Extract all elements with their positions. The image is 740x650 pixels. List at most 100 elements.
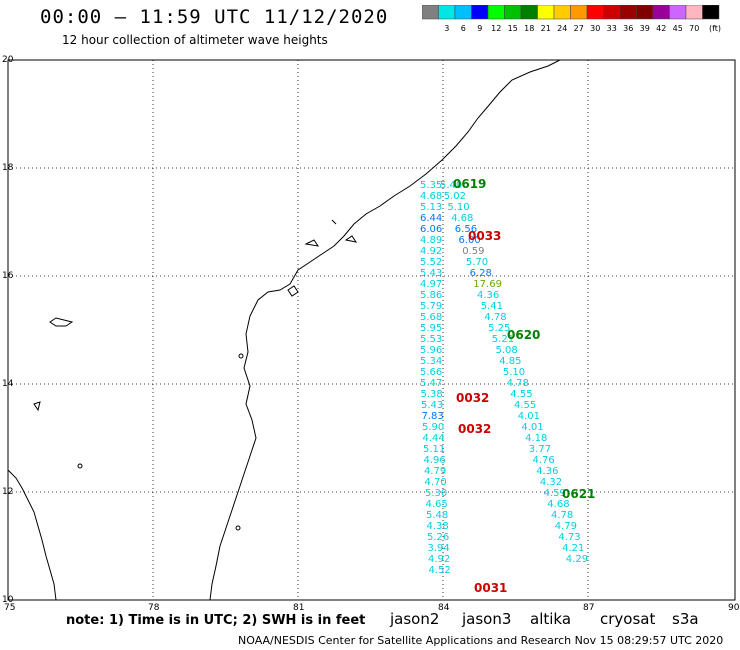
wave-height-value: 4.21: [562, 543, 584, 554]
wave-height-value: 5.70: [466, 257, 488, 268]
scale-tick-label: 6: [461, 24, 466, 33]
wave-height-value: 4.01: [521, 422, 543, 433]
scale-swatch: [702, 5, 720, 20]
scale-swatch: [504, 5, 522, 20]
wave-height-value: 4.78: [507, 378, 529, 389]
wave-height-value: 5.02: [444, 191, 466, 202]
pass-time-label: 0033: [468, 229, 501, 243]
satellite-jason3: jason3: [462, 610, 512, 628]
wave-height-value: 4.01: [518, 411, 540, 422]
wave-height-value: 5.79: [420, 301, 442, 312]
scale-swatch: [603, 5, 621, 20]
lat-label: 18: [2, 163, 14, 173]
wave-height-value: 4.78: [484, 312, 506, 323]
wave-height-value: 4.78: [551, 510, 573, 521]
island: [77, 463, 83, 469]
scale-tick-label: 36: [623, 24, 633, 33]
wave-height-value: 6.06: [420, 224, 442, 235]
lon-label: 81: [293, 603, 304, 613]
island: [235, 525, 241, 531]
wave-height-value: 0.59: [462, 246, 484, 257]
wave-height-value: 4.70: [425, 477, 447, 488]
lat-label: 16: [2, 271, 14, 281]
scale-swatch: [487, 5, 505, 20]
scale-tick-label: 33: [607, 24, 617, 33]
scale-swatch: [636, 5, 654, 20]
island: [49, 317, 74, 327]
wave-height-value: 4.96: [424, 455, 446, 466]
coastline: [209, 59, 561, 601]
wave-height-value: 5.21: [492, 334, 514, 345]
wave-height-value: 5.38: [421, 389, 443, 400]
wave-height-value: 5.35: [420, 180, 442, 191]
lat-label: 12: [2, 487, 13, 497]
wave-height-value: 5.26: [427, 532, 449, 543]
scale-tick-label: 12: [491, 24, 501, 33]
satellite-s3a: s3a: [672, 610, 699, 628]
satellite-jason2: jason2: [390, 610, 440, 628]
wave-height-value: 4.68: [451, 213, 473, 224]
scale-swatch: [553, 5, 571, 20]
wave-height-value: 5.13: [420, 202, 442, 213]
wave-height-value: 6.56: [455, 224, 477, 235]
scale-tick-label: 3: [444, 24, 449, 33]
scale-tick-label: 18: [524, 24, 534, 33]
scale-swatch: [520, 5, 538, 20]
lon-label: 90: [728, 603, 740, 613]
scale-swatch: [422, 5, 439, 20]
wave-height-value: 4.89: [420, 235, 442, 246]
wave-height-value: 4.36: [477, 290, 499, 301]
scale-swatch: [652, 5, 670, 20]
lon-label: 78: [148, 603, 160, 613]
wave-height-value: 6.44: [420, 213, 442, 224]
scale-tick-label: 70: [689, 24, 699, 33]
satellite-altika: altika: [530, 610, 572, 628]
wave-height-value: 5.90: [422, 422, 444, 433]
wave-height-color-scale: 3 6 9 12 15 18 21 24 27 30 33 36 39 42 45 70 (ft): [422, 5, 721, 33]
scale-swatch: [537, 5, 555, 20]
scale-tick-label: 45: [673, 24, 683, 33]
scale-tick-label: 15: [508, 24, 518, 33]
wave-height-value: 5.10: [447, 202, 469, 213]
scale-swatch: [586, 5, 604, 20]
units-note: note: 1) Time is in UTC; 2) SWH is in fe…: [66, 613, 366, 628]
wave-height-value: 5.47: [420, 378, 442, 389]
wave-height-value: 4.18: [525, 433, 547, 444]
wave-height-value: 4.76: [533, 455, 555, 466]
wave-height-value: 4.79: [424, 466, 446, 477]
wave-height-value: 4.29: [566, 554, 588, 565]
scale-tick-label: 9: [477, 24, 482, 33]
wave-height-value: 6.00: [459, 235, 481, 246]
satellite-cryosat: cryosat: [600, 610, 656, 628]
wave-height-value: 5.30: [425, 488, 447, 499]
island: [331, 219, 337, 225]
wave-height-value: 4.73: [558, 532, 580, 543]
scale-tick-label: 39: [640, 24, 650, 33]
wave-height-value: 4.65: [426, 499, 448, 510]
island: [33, 401, 41, 412]
pass-time-label: 0032: [458, 422, 491, 436]
wave-height-value: 3.77: [529, 444, 551, 455]
island: [304, 239, 320, 247]
credit-line: NOAA/NESDIS Center for Satellite Applica…: [238, 634, 724, 647]
wave-height-value: 4.68: [420, 191, 442, 202]
wave-height-value: 5.40: [440, 180, 462, 191]
wave-height-value: 4.92: [420, 246, 442, 257]
wave-height-value: 6.28: [470, 268, 492, 279]
wave-height-value: 5.66: [420, 367, 442, 378]
pass-time-labels: 0619 0033 0620 0032 0032 0621 0031: [453, 177, 595, 595]
scale-tick-label: 21: [541, 24, 551, 33]
wave-height-value: 4.38: [427, 521, 449, 532]
pass-time-label: 0031: [474, 581, 507, 595]
wave-height-value: 5.11: [423, 444, 445, 455]
lon-label: 87: [583, 603, 594, 613]
wave-height-value: 5.48: [426, 510, 448, 521]
wave-height-value: 5.96: [420, 345, 442, 356]
lon-label: 75: [4, 603, 15, 613]
lat-label: 10: [2, 595, 14, 605]
wave-height-value: 4.59: [544, 488, 566, 499]
scale-swatch: [570, 5, 588, 20]
wave-height-value: 4.97: [420, 279, 442, 290]
scale-swatch: [669, 5, 687, 20]
